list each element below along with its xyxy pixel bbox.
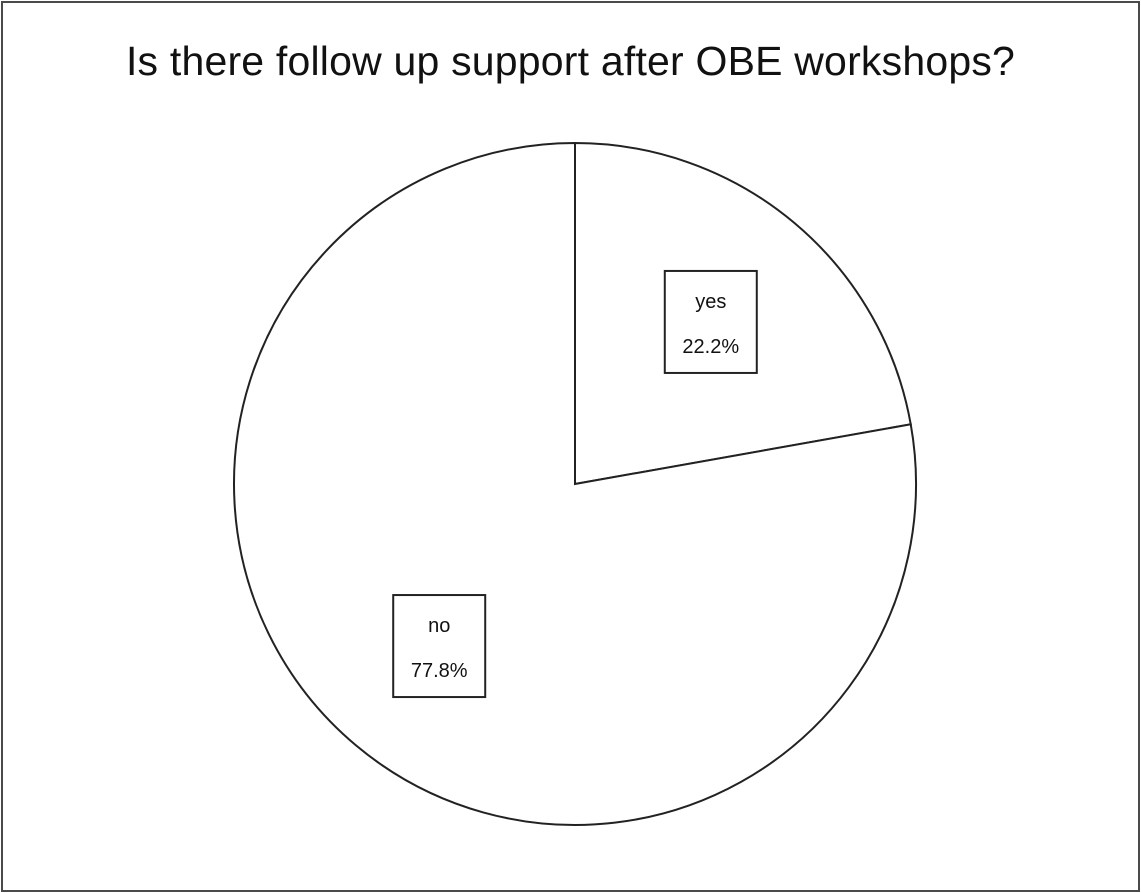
slice-value-label: 22.2% — [682, 336, 739, 358]
pie-slices — [233, 141, 917, 826]
slice-label-box — [392, 594, 487, 699]
slice-value-label: 77.8% — [411, 660, 468, 682]
slice-label-box — [663, 269, 758, 374]
slice-category-label: yes — [695, 291, 726, 313]
pie-labels: yes 22.2% no 77.8% — [392, 269, 758, 699]
slice-category-label: no — [428, 615, 450, 637]
slice-label-no: no 77.8% — [392, 594, 487, 699]
chart-title: Is there follow up support after OBE wor… — [125, 38, 1016, 84]
slice-label-yes: yes 22.2% — [663, 269, 758, 374]
